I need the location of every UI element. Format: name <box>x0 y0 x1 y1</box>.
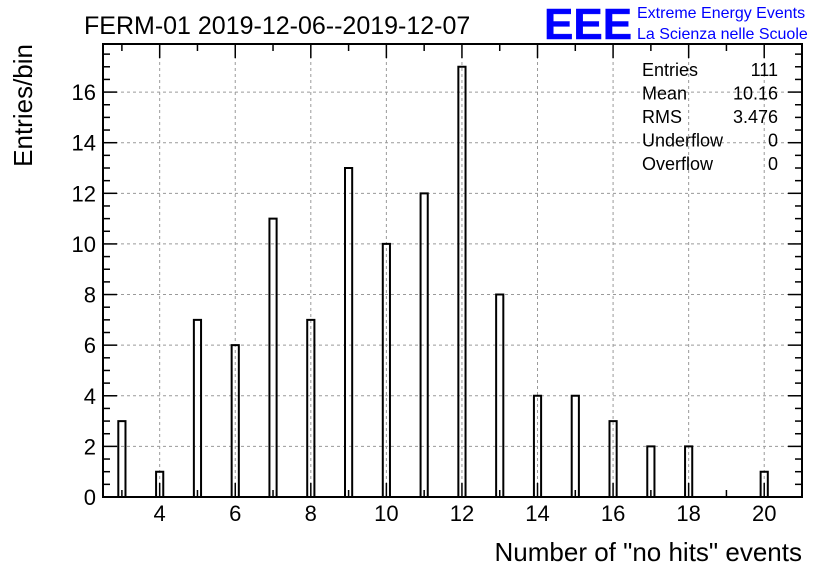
histogram-bin <box>117 420 127 497</box>
histogram-bin <box>759 470 769 497</box>
x-tick-label: 18 <box>676 501 700 526</box>
stats-value: 0 <box>768 131 778 151</box>
eee-logo-line1: Extreme Energy Events <box>637 5 805 22</box>
histogram-bin <box>155 470 165 497</box>
stats-label: Mean <box>642 84 687 104</box>
x-tick-label: 8 <box>305 501 317 526</box>
histogram-bin <box>344 167 354 497</box>
stats-box: Entries 111 Mean 10.16 RMS 3.476 Underflow 0 Ove… <box>642 60 778 174</box>
histogram-bin <box>268 217 278 497</box>
histogram-bin <box>381 242 391 497</box>
y-tick-label: 12 <box>72 181 96 206</box>
stats-label: Overflow <box>642 154 714 174</box>
y-tick-label: 10 <box>72 232 96 257</box>
histogram-bin <box>684 445 694 497</box>
y-tick-label: 0 <box>84 485 96 510</box>
y-axis-title: Entries/bin <box>8 44 38 167</box>
y-tick-label: 6 <box>84 333 96 358</box>
stats-value: 3.476 <box>733 107 778 127</box>
x-tick-label: 10 <box>374 501 398 526</box>
stats-value: 111 <box>751 60 778 80</box>
eee-logo: EEE Extreme Energy Events La Scienza nel… <box>544 0 808 49</box>
chart-title: FERM-01 2019-12-06--2019-12-07 <box>84 12 470 40</box>
x-tick-label: 16 <box>601 501 625 526</box>
eee-logo-line2: La Scienza nelle Scuole <box>637 26 808 43</box>
histogram-bins <box>117 65 769 497</box>
x-tick-label: 6 <box>229 501 241 526</box>
x-tick-label: 12 <box>450 501 474 526</box>
histogram-bin <box>495 293 505 497</box>
y-tick-labels: 0 2 4 6 8 10 12 14 16 <box>72 80 96 510</box>
histogram-bin <box>646 445 656 497</box>
stats-value: 0 <box>768 154 778 174</box>
stats-label: RMS <box>642 107 682 127</box>
histogram-bin <box>192 318 203 497</box>
histogram-bin <box>457 65 467 497</box>
histogram-bin <box>608 420 618 497</box>
y-tick-label: 2 <box>84 434 96 459</box>
histogram-bin <box>532 394 543 497</box>
grid-lines <box>103 44 802 497</box>
histogram-bin <box>306 318 316 497</box>
plot-frame <box>102 43 803 498</box>
y-tick-label: 8 <box>84 283 96 308</box>
y-tick-label: 14 <box>72 131 96 156</box>
axis-ticks <box>103 44 802 497</box>
stats-value: 10.16 <box>733 84 778 104</box>
x-tick-labels: 4 6 8 10 12 14 16 18 20 <box>154 501 777 526</box>
histogram-bin <box>230 344 240 497</box>
x-tick-label: 4 <box>154 501 166 526</box>
y-tick-label: 16 <box>72 80 96 105</box>
histogram-bin <box>570 394 580 497</box>
stats-label: Entries <box>642 60 698 80</box>
x-tick-label: 20 <box>752 501 776 526</box>
x-tick-label: 14 <box>525 501 549 526</box>
stats-label: Underflow <box>642 131 724 151</box>
y-tick-label: 4 <box>84 384 96 409</box>
histogram-bin <box>419 192 429 497</box>
x-axis-title: Number of "no hits" events <box>495 537 803 567</box>
eee-logo-mark: EEE <box>544 0 632 49</box>
